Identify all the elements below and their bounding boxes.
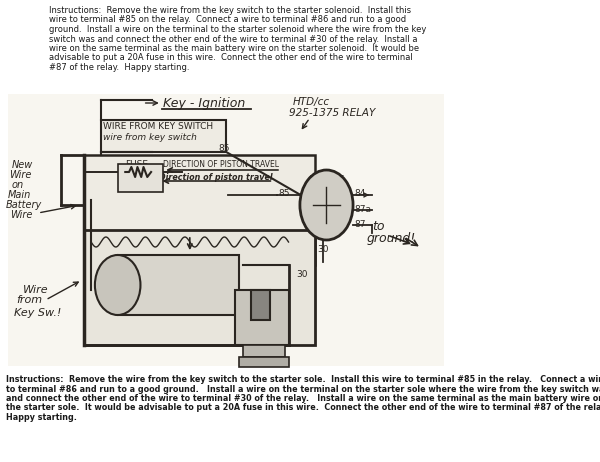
Bar: [118, 164, 163, 192]
Text: Wire: Wire: [23, 285, 49, 295]
Text: Key - Ignition: Key - Ignition: [163, 97, 245, 110]
Text: Key Sw.!: Key Sw.!: [14, 308, 61, 318]
Text: Instructions:  Remove the wire from the key switch to the starter solenoid.  Ins: Instructions: Remove the wire from the k…: [49, 6, 412, 15]
Bar: [251, 290, 269, 320]
Text: 30: 30: [311, 207, 321, 215]
Text: Wire: Wire: [10, 210, 32, 220]
Text: Wire: Wire: [9, 170, 31, 180]
Text: FUSE: FUSE: [125, 160, 148, 169]
Text: and connect the other end of the wire to terminal #30 of the relay.   Install a : and connect the other end of the wire to…: [6, 394, 600, 403]
Text: 86: 86: [327, 187, 338, 195]
Text: to terminal #86 and run to a good ground.   Install a wire on the terminal on th: to terminal #86 and run to a good ground…: [6, 384, 600, 394]
Text: WIRE FROM KEY SWITCH: WIRE FROM KEY SWITCH: [103, 122, 214, 131]
Text: fuse: fuse: [124, 178, 140, 187]
Text: 925-1375: 925-1375: [308, 175, 345, 184]
Text: advisable to put a 20A fuse in this wire.  Connect the other end of the wire to : advisable to put a 20A fuse in this wire…: [49, 54, 413, 62]
Text: wire on the same terminal as the main battery wire on the starter solenoid.  It : wire on the same terminal as the main ba…: [49, 44, 419, 53]
Bar: [243, 345, 285, 357]
Text: 67m: 67m: [322, 207, 339, 215]
Text: ground.  Install a wire on the terminal to the starter solenoid where the wire f: ground. Install a wire on the terminal t…: [49, 25, 427, 34]
Text: 87: 87: [355, 220, 366, 229]
Text: 85: 85: [218, 144, 230, 153]
Circle shape: [95, 255, 140, 315]
Text: HTD/cc: HTD/cc: [292, 97, 329, 107]
Text: 87a: 87a: [355, 205, 371, 214]
Text: #87 of the relay.  Happy starting.: #87 of the relay. Happy starting.: [49, 63, 190, 72]
Bar: [83, 230, 315, 345]
Text: Instructions:  Remove the wire from the key switch to the starter sole.  Install: Instructions: Remove the wire from the k…: [6, 375, 600, 384]
Text: ground!: ground!: [367, 232, 416, 245]
Text: 85: 85: [311, 187, 321, 195]
Text: New: New: [11, 160, 32, 170]
Bar: [118, 255, 239, 315]
Text: from: from: [17, 295, 43, 305]
Bar: [101, 120, 226, 152]
Text: Battery: Battery: [6, 200, 43, 210]
Text: on: on: [11, 180, 23, 190]
Text: switch was and connect the other end of the wire to terminal #30 of the relay.  : switch was and connect the other end of …: [49, 35, 418, 43]
Bar: [8, 94, 444, 366]
Text: to: to: [372, 220, 385, 233]
Text: wire to terminal #85 on the relay.  Connect a wire to terminal #86 and run to a : wire to terminal #85 on the relay. Conne…: [49, 16, 406, 24]
Bar: [235, 290, 289, 345]
Text: Main: Main: [8, 190, 31, 200]
Text: 925-1375 RELAY: 925-1375 RELAY: [289, 108, 375, 118]
Text: 85: 85: [278, 189, 290, 198]
Text: 84: 84: [355, 189, 366, 198]
Text: 30: 30: [317, 245, 329, 254]
Text: DIRECTION OF PISTON TRAVEL: DIRECTION OF PISTON TRAVEL: [163, 160, 279, 169]
Bar: [239, 357, 289, 367]
Text: wire from key switch: wire from key switch: [103, 133, 197, 142]
Text: 30: 30: [296, 270, 308, 279]
Text: Direction of piston travel: Direction of piston travel: [160, 173, 273, 182]
Circle shape: [300, 170, 353, 240]
Bar: [83, 155, 315, 265]
Text: Happy starting.: Happy starting.: [6, 413, 77, 422]
Text: the starter sole.  It would be advisable to put a 20A fuse in this wire.  Connec: the starter sole. It would be advisable …: [6, 403, 600, 413]
